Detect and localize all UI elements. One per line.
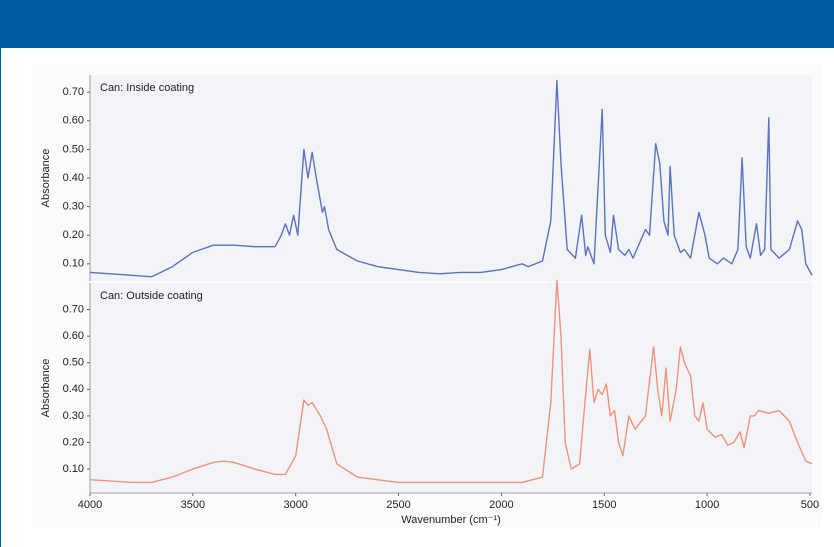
- y-tick-label: 0.30: [63, 201, 84, 213]
- y-tick-label: 0.40: [63, 172, 84, 184]
- y-tick-label: 0.50: [63, 143, 84, 155]
- y-tick-label: 0.40: [63, 383, 84, 395]
- x-axis-label: Wavenumber (cm⁻¹): [401, 514, 501, 526]
- y-tick-label: 0.30: [63, 410, 84, 422]
- y-tick-label: 0.60: [63, 330, 84, 342]
- y-axis-label: Absorbance: [40, 359, 52, 418]
- y-axis-label: Absorbance: [40, 149, 52, 208]
- x-tick-label: 2000: [489, 499, 513, 511]
- panel-label: Can: Inside coating: [100, 82, 194, 94]
- y-tick-label: 0.70: [63, 303, 84, 315]
- x-tick-label: 3000: [283, 499, 307, 511]
- y-tick-label: 0.50: [63, 357, 84, 369]
- x-tick-label: 2500: [386, 499, 410, 511]
- y-tick-label: 0.10: [63, 463, 84, 475]
- y-tick-label: 0.10: [63, 258, 84, 270]
- y-tick-label: 0.20: [63, 229, 84, 241]
- spectrum-line: [89, 80, 813, 278]
- y-tick-label: 0.60: [63, 115, 84, 127]
- plot-area: [90, 283, 812, 493]
- y-tick-label: 0.20: [63, 436, 84, 448]
- panel-label: Can: Outside coating: [100, 290, 203, 302]
- x-tick-label: 4000: [78, 499, 102, 511]
- spectrum-line: [89, 279, 813, 484]
- y-tick-label: 0.70: [63, 86, 84, 98]
- x-tick-label: 1000: [695, 499, 719, 511]
- x-tick-label: 1500: [592, 499, 616, 511]
- x-tick-label: 500: [801, 499, 819, 511]
- header-band: [0, 0, 834, 48]
- x-tick-label: 3500: [181, 499, 205, 511]
